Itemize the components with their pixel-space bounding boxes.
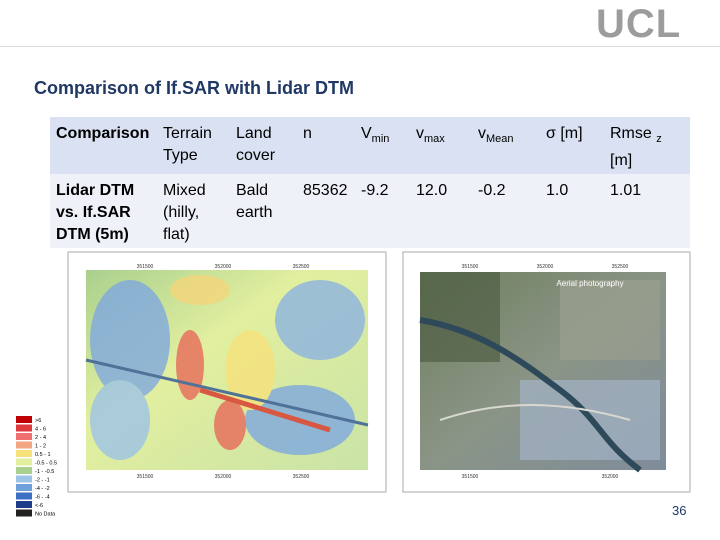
legend-swatch [16,458,32,466]
legend: >6 4 - 6 2 - 4 1 - 2 0.5 - 1 -0.5 - 0.5 -1 - -… [16,416,57,518]
map-tick-label: 352000 [215,264,232,270]
legend-swatch [16,424,32,432]
header-cell: vMean [472,117,540,174]
map-tick-label: 352000 [215,474,232,480]
map-tick-label: 351500 [137,474,154,480]
header-sub: min [371,133,390,146]
comparison-table: Comparison Terrain Type Land cover n Vmi… [50,117,690,249]
header-text: Rmse [610,125,652,142]
map-tick-label: 351500 [462,264,479,270]
header-text: v [478,125,486,142]
header-cell: Comparison [56,125,150,142]
header-sub: max [424,133,445,146]
cell: 1.0 [546,182,569,200]
cell: Bald earth [236,182,273,222]
map-tick-label: 351500 [462,474,479,480]
header-rule [0,46,720,47]
photo-caption: Aerial photography [556,279,623,288]
logo: UCL [596,2,682,46]
header-cell: vmax [410,117,472,174]
legend-swatch [16,501,32,508]
maps: Aerial photography 351500 352000 352500351… [16,251,691,518]
page-number: 36 [672,503,687,518]
map-tick-label: 352000 [602,474,619,480]
legend-label: -2 - -1 [35,478,50,484]
legend-label: -4 - -2 [35,486,50,492]
legend-label: 4 - 6 [35,427,46,433]
header-text: V [361,125,372,142]
cell: -0.2 [478,182,506,200]
legend-swatch [16,475,32,483]
legend-swatch [16,441,32,449]
cell: Lidar DTM vs. If.SAR DTM (5m) [56,182,135,244]
cell: -9.2 [361,182,389,200]
legend-swatch [16,509,32,517]
map-tick-label: 352500 [612,264,629,270]
map-tick-label: 351500 [137,264,154,270]
legend-label: <-6 [35,503,43,509]
map-ticks: 351500 352000 352500 351500 352000 352500 3515… [137,264,629,480]
legend-swatch [16,484,32,491]
legend-label: 2 - 4 [35,435,46,441]
header-row: Comparison Terrain Type Land cover n Vmi… [50,117,690,175]
header-cell: Terrain Type [163,125,212,164]
map-patches [85,275,369,460]
legend-swatch [16,492,32,500]
legend-label: No Data [35,512,56,518]
legend-label: -0.5 - 0.5 [35,461,57,467]
header-cell: Rmse z [m] [604,117,690,174]
map-tick-label: 352500 [293,264,310,270]
header-cell: n [303,125,312,142]
legend-swatch [16,467,32,474]
cell: 12.0 [416,182,448,200]
map-tick-label: 352500 [293,474,310,480]
legend-swatch [16,433,32,440]
legend-swatch [16,416,32,423]
cell: Mixed (hilly, flat) [163,182,206,244]
legend-label: -6 - -4 [35,495,50,501]
photo-features [419,272,660,473]
header-text: [m] [610,152,633,170]
cell: 1.01 [610,182,642,200]
legend-swatch [16,450,32,457]
map-tick-label: 352000 [537,264,554,270]
cell: 85362 [303,182,348,200]
header-sub: Mean [486,133,514,146]
slide-title: Comparison of If.SAR with Lidar DTM [34,78,354,98]
header-cell: σ [m] [546,125,583,142]
header-cell: Vmin [355,117,410,174]
header-sub: z [656,133,662,146]
header-text: v [416,125,424,142]
data-row: Lidar DTM vs. If.SAR DTM (5m) Mixed (hil… [50,174,690,249]
header-cell: Land cover [236,125,276,164]
legend-label: 1 - 2 [35,444,46,450]
legend-label: 0.5 - 1 [35,452,51,458]
legend-label: >6 [35,418,41,424]
legend-label: -1 - -0.5 [35,469,54,475]
